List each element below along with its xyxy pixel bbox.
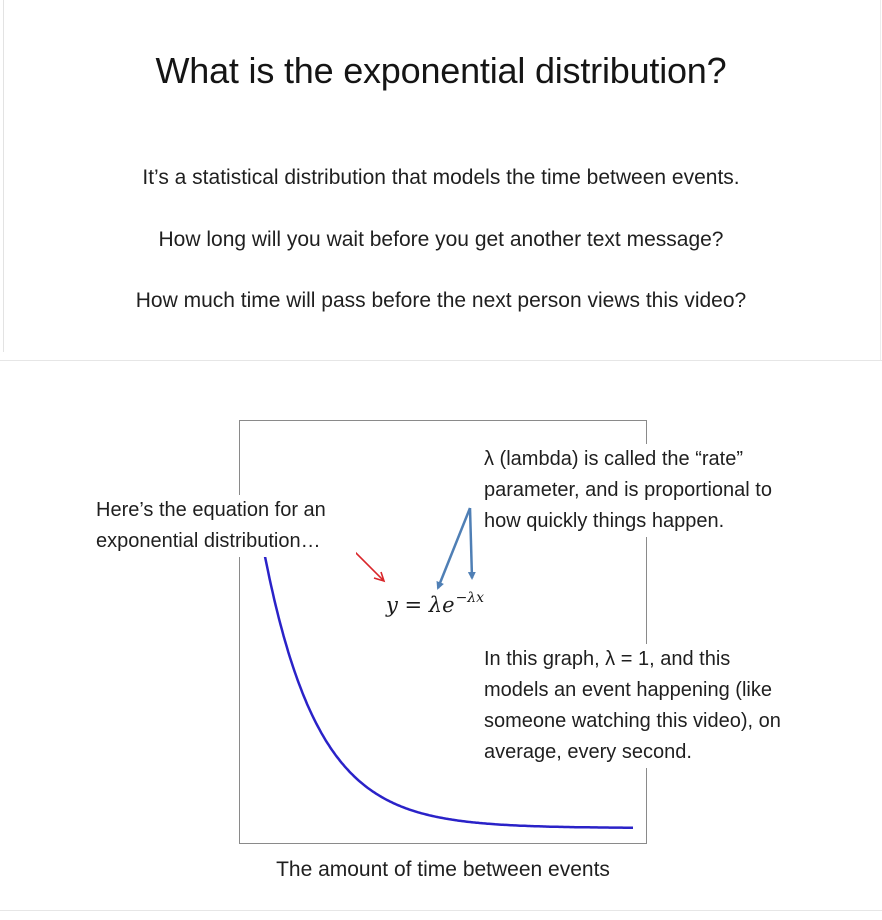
note-line: someone watching this video), on (484, 710, 781, 732)
note-line: average, every second. (484, 741, 692, 763)
note-line: models an event happening (like (484, 679, 772, 701)
rate-arrow-left (436, 507, 472, 590)
definition-line: It’s a statistical distribution that mod… (142, 166, 740, 189)
note-line: parameter, and is proportional to (484, 479, 772, 501)
exponential-decay-curve (255, 512, 633, 829)
note-line: λ (lambda) is called the “rate” (484, 448, 743, 470)
example-text-message: How long will you wait before you get an… (158, 228, 724, 251)
note-line: exponential distribution… (96, 530, 321, 552)
note-line: In this graph, λ = 1, and this (484, 648, 731, 670)
graph-explanation-note: In this graph, λ = 1, and this models an… (484, 644, 814, 768)
slide-edge (3, 0, 4, 352)
note-line: how quickly things happen. (484, 510, 725, 532)
slide-title: What is the exponential distribution? (155, 50, 727, 91)
equation-intro-note: Here’s the equation for an exponential d… (96, 495, 356, 557)
equation-exponent: −λx (455, 590, 485, 606)
rate-parameter-note: λ (lambda) is called the “rate” paramete… (484, 444, 814, 537)
slide-edge (880, 0, 881, 360)
example-video-views: How much time will pass before the next … (135, 289, 747, 312)
slide-top: What is the exponential distribution? It… (0, 0, 882, 361)
rate-arrow-right (467, 507, 476, 580)
x-axis-label: The amount of time between events (276, 858, 610, 881)
equation-base: y = λe (386, 593, 455, 617)
plot-frame (239, 420, 647, 844)
note-line: Here’s the equation for an (96, 499, 326, 521)
pdf-equation: y = λe−λx (386, 590, 484, 617)
slide-bottom: Here’s the equation for an exponential d… (0, 362, 882, 911)
